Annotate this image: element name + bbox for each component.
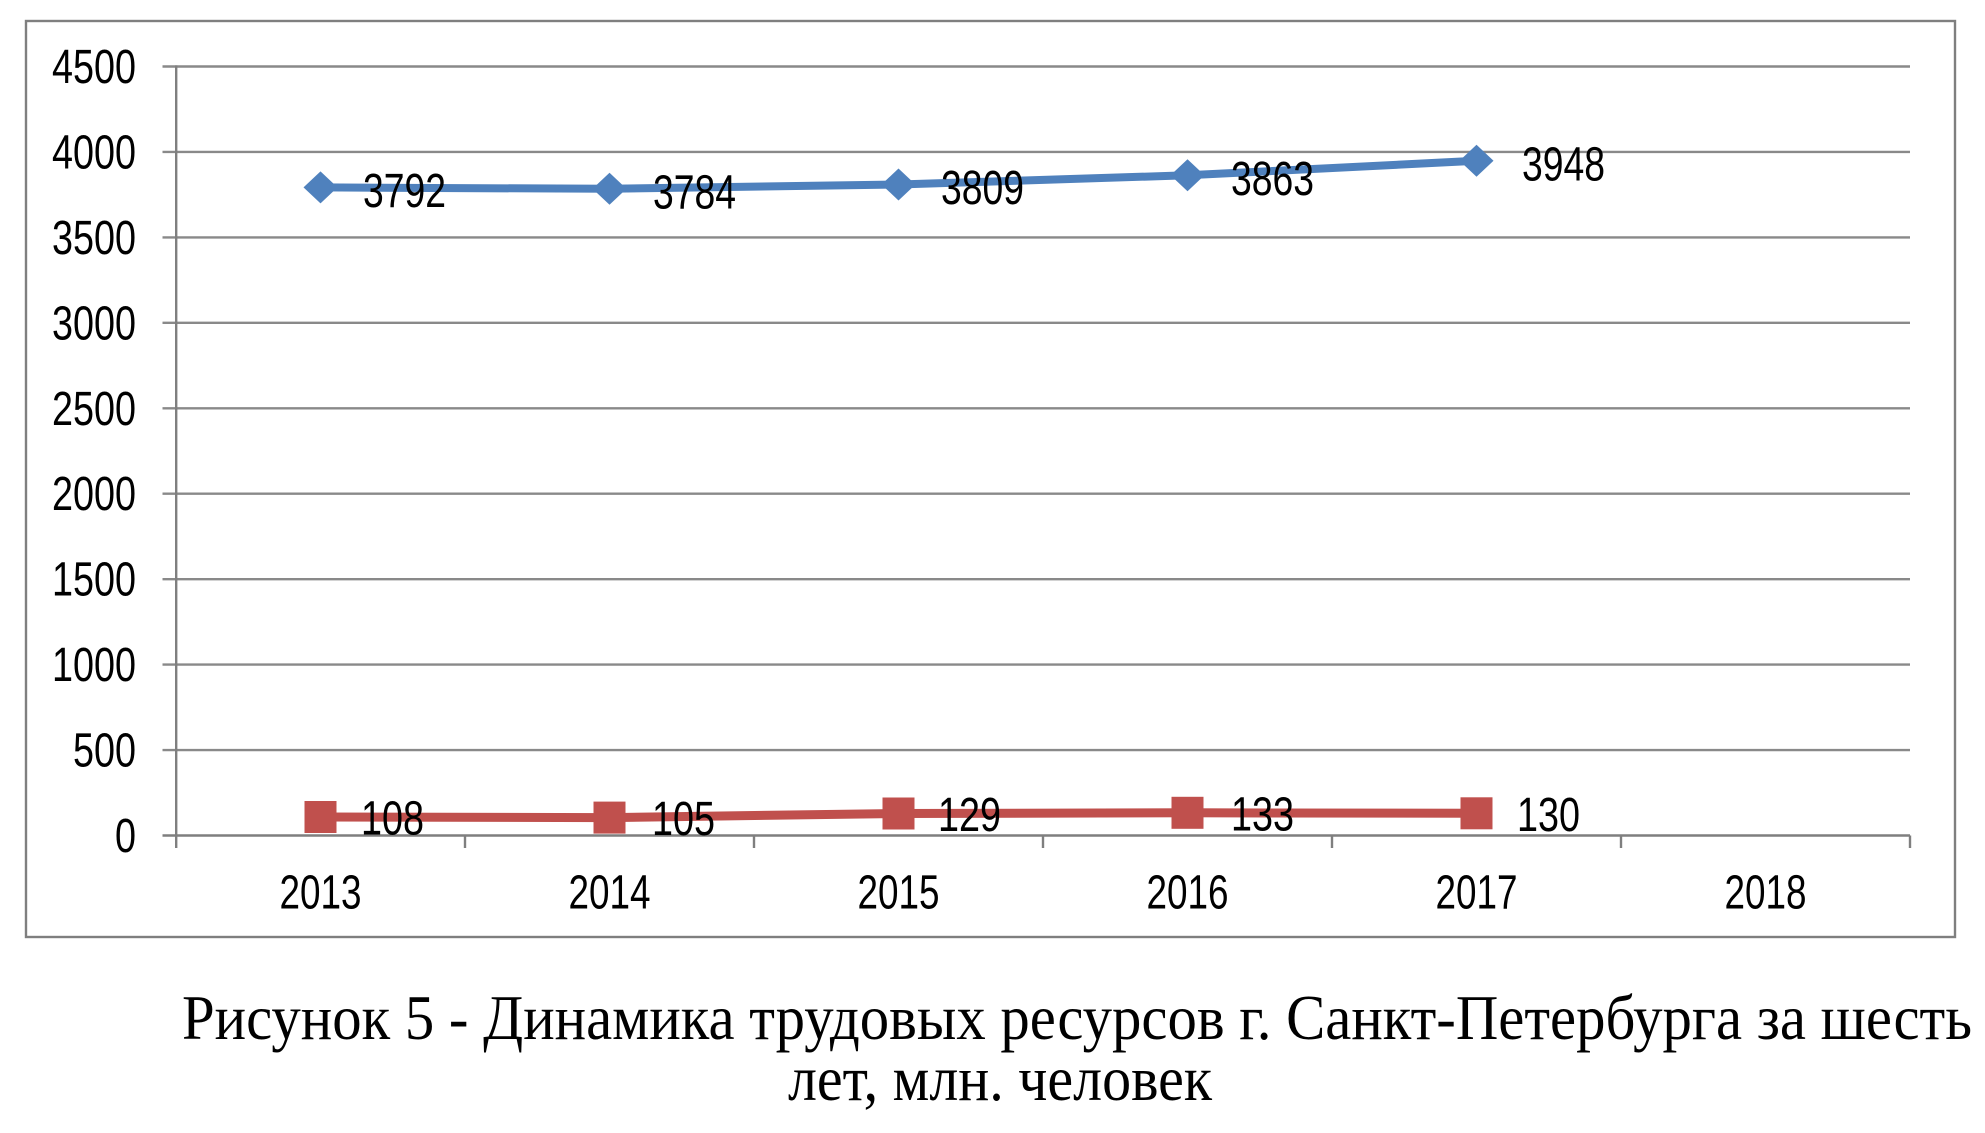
svg-text:3500: 3500 <box>52 212 136 265</box>
svg-text:129: 129 <box>938 789 1001 842</box>
svg-text:2013: 2013 <box>280 867 362 920</box>
svg-text:0: 0 <box>115 810 136 863</box>
svg-text:2500: 2500 <box>52 383 136 436</box>
svg-text:3792: 3792 <box>363 165 446 218</box>
svg-text:2018: 2018 <box>1725 867 1807 920</box>
svg-text:3000: 3000 <box>52 297 136 350</box>
svg-text:105: 105 <box>652 793 715 846</box>
svg-text:4500: 4500 <box>52 41 136 94</box>
svg-text:лет, млн. человек: лет, млн. человек <box>788 1043 1213 1114</box>
svg-text:3863: 3863 <box>1231 153 1314 206</box>
svg-text:3948: 3948 <box>1522 138 1605 191</box>
svg-text:3784: 3784 <box>653 166 736 219</box>
svg-text:Рисунок 5 - Динамика трудовых: Рисунок 5 - Динамика трудовых ресурсов г… <box>182 982 1972 1053</box>
svg-text:1500: 1500 <box>52 554 136 607</box>
svg-text:133: 133 <box>1231 788 1294 841</box>
svg-text:3809: 3809 <box>941 162 1024 215</box>
svg-text:108: 108 <box>361 793 424 846</box>
svg-text:500: 500 <box>73 725 136 778</box>
svg-text:2017: 2017 <box>1436 867 1518 920</box>
svg-text:4000: 4000 <box>52 126 136 179</box>
svg-text:2000: 2000 <box>52 468 136 521</box>
svg-text:2014: 2014 <box>569 867 651 920</box>
svg-text:1000: 1000 <box>52 639 136 692</box>
svg-text:130: 130 <box>1517 789 1580 842</box>
svg-text:2016: 2016 <box>1147 867 1229 920</box>
svg-text:2015: 2015 <box>858 867 940 920</box>
